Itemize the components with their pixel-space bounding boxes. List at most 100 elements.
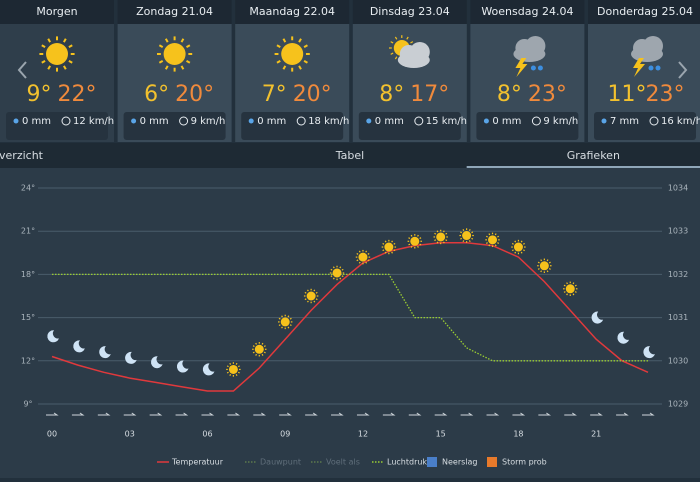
min-temp: 6° (144, 82, 169, 107)
raindrop (648, 65, 654, 71)
x-tick-label: 21 (591, 430, 601, 439)
sun-ray (468, 228, 471, 231)
day-name: Woensdag 24.04 (481, 5, 573, 18)
day-header (588, 0, 700, 24)
legend-item[interactable]: Voelt als (311, 458, 360, 467)
sun-ray (303, 44, 308, 48)
sun-ray (358, 250, 361, 253)
sun-ray (436, 241, 439, 244)
legend-swatch (427, 457, 437, 467)
sun-ray (315, 298, 318, 301)
tab[interactable]: Tabel (335, 149, 364, 162)
day-column[interactable]: Maandag 22.04 7° 20° 0 mm 18 km/h (235, 0, 349, 142)
prev-arrow[interactable] (17, 61, 27, 79)
day-column[interactable]: Zondag 21.04 6° 20° 0 mm 9 km/h (117, 0, 232, 142)
wind-arrow (149, 412, 163, 416)
tab[interactable]: Grafieken (466, 149, 700, 168)
legend-label: Neerslag (442, 458, 478, 467)
next-arrow[interactable] (678, 61, 688, 79)
rain-amount: 0 mm (140, 116, 169, 127)
moon-symbol (151, 356, 163, 369)
sun-ray (434, 239, 437, 242)
sun-ray (315, 291, 318, 294)
legend-item[interactable]: Dauwpunt (245, 458, 301, 467)
day-column[interactable]: Morgen 9° 22° 0 mm 12 km/h (0, 0, 114, 142)
legend-item[interactable]: Luchtdruk (372, 458, 427, 467)
sun-ray (563, 284, 566, 287)
wind-arrow (434, 412, 448, 416)
sun-ray (365, 261, 368, 264)
sun-ray (488, 244, 491, 247)
sun-ray (520, 240, 523, 243)
moon-symbol (125, 351, 137, 364)
sun-ray (417, 234, 419, 237)
sun-ray (382, 249, 385, 252)
wind-icon (414, 116, 424, 126)
tab-label: Tabel (335, 149, 364, 162)
sun-ray (298, 38, 302, 43)
legend-item[interactable]: Storm prob (487, 457, 547, 467)
sun-disc (163, 43, 186, 65)
sun-ray (391, 251, 393, 254)
min-temp: 7° (262, 82, 287, 107)
day-column[interactable]: Donderdag 25.04 11° 23° 7 mm 16 km/h (588, 0, 700, 142)
sun-ray (394, 36, 398, 40)
sun-ray (523, 242, 525, 245)
sun-symbol (563, 281, 578, 296)
sun-ray (281, 315, 283, 318)
legend-item[interactable]: Neerslag (427, 457, 478, 467)
sun-ray (563, 291, 566, 293)
sun-ray (393, 242, 396, 245)
y-tick-label: 15° (21, 313, 35, 322)
legend-item[interactable]: Temperatuur (157, 458, 224, 467)
sun-ray (186, 44, 191, 48)
sun-ray (41, 44, 46, 48)
sun-ray (540, 270, 543, 273)
sun-ray (523, 249, 525, 252)
wind-arrow (201, 412, 215, 416)
sun-disc (332, 268, 342, 278)
tab-bar (0, 143, 700, 168)
day-header (470, 0, 585, 24)
sun-ray (186, 60, 191, 64)
sun-ray (445, 232, 448, 235)
max-temp: 17° (410, 82, 449, 107)
y2-tick-label: 1031 (668, 313, 688, 322)
sun-ray (287, 326, 290, 329)
sun-ray (406, 36, 409, 40)
sun-ray (261, 342, 264, 345)
sun-ray (572, 293, 575, 296)
wind-speed: 18 km/h (308, 116, 349, 127)
day-column[interactable]: Dinsdag 23.04 8° 17° 0 mm 15 km/h (352, 0, 467, 142)
rain-icon (13, 118, 19, 124)
sun-ray (384, 251, 387, 254)
sun-ray (367, 259, 370, 262)
sun-ray (390, 52, 394, 55)
raindrop (530, 65, 536, 71)
sun-ray (47, 65, 51, 70)
sun-disc (539, 261, 549, 271)
sun-ray (434, 232, 437, 235)
sun-ray (158, 60, 164, 64)
day-column[interactable]: Woensdag 24.04 8° 23° 0 mm 9 km/h (470, 0, 585, 142)
sun-ray (278, 324, 281, 327)
tab[interactable]: Overzicht (0, 149, 44, 162)
sun-ray (546, 259, 549, 262)
sun-ray (332, 266, 335, 269)
rain-amount: 7 mm (610, 116, 639, 127)
series-line (52, 273, 648, 362)
sun-ray (303, 60, 308, 64)
moon-symbol (202, 363, 215, 376)
wind-arrow (71, 412, 85, 416)
sun-ray (304, 298, 307, 301)
sun-symbol (433, 229, 448, 245)
cloud (525, 36, 546, 56)
sun-ray (408, 237, 411, 239)
sun-ray (471, 231, 474, 234)
sun-ray (341, 268, 344, 271)
y2-tick-label: 1033 (668, 227, 688, 236)
sun-ray (537, 261, 540, 264)
sun-symbol (278, 314, 293, 330)
wind-arrow (382, 412, 396, 416)
day-name: Morgen (36, 5, 77, 18)
